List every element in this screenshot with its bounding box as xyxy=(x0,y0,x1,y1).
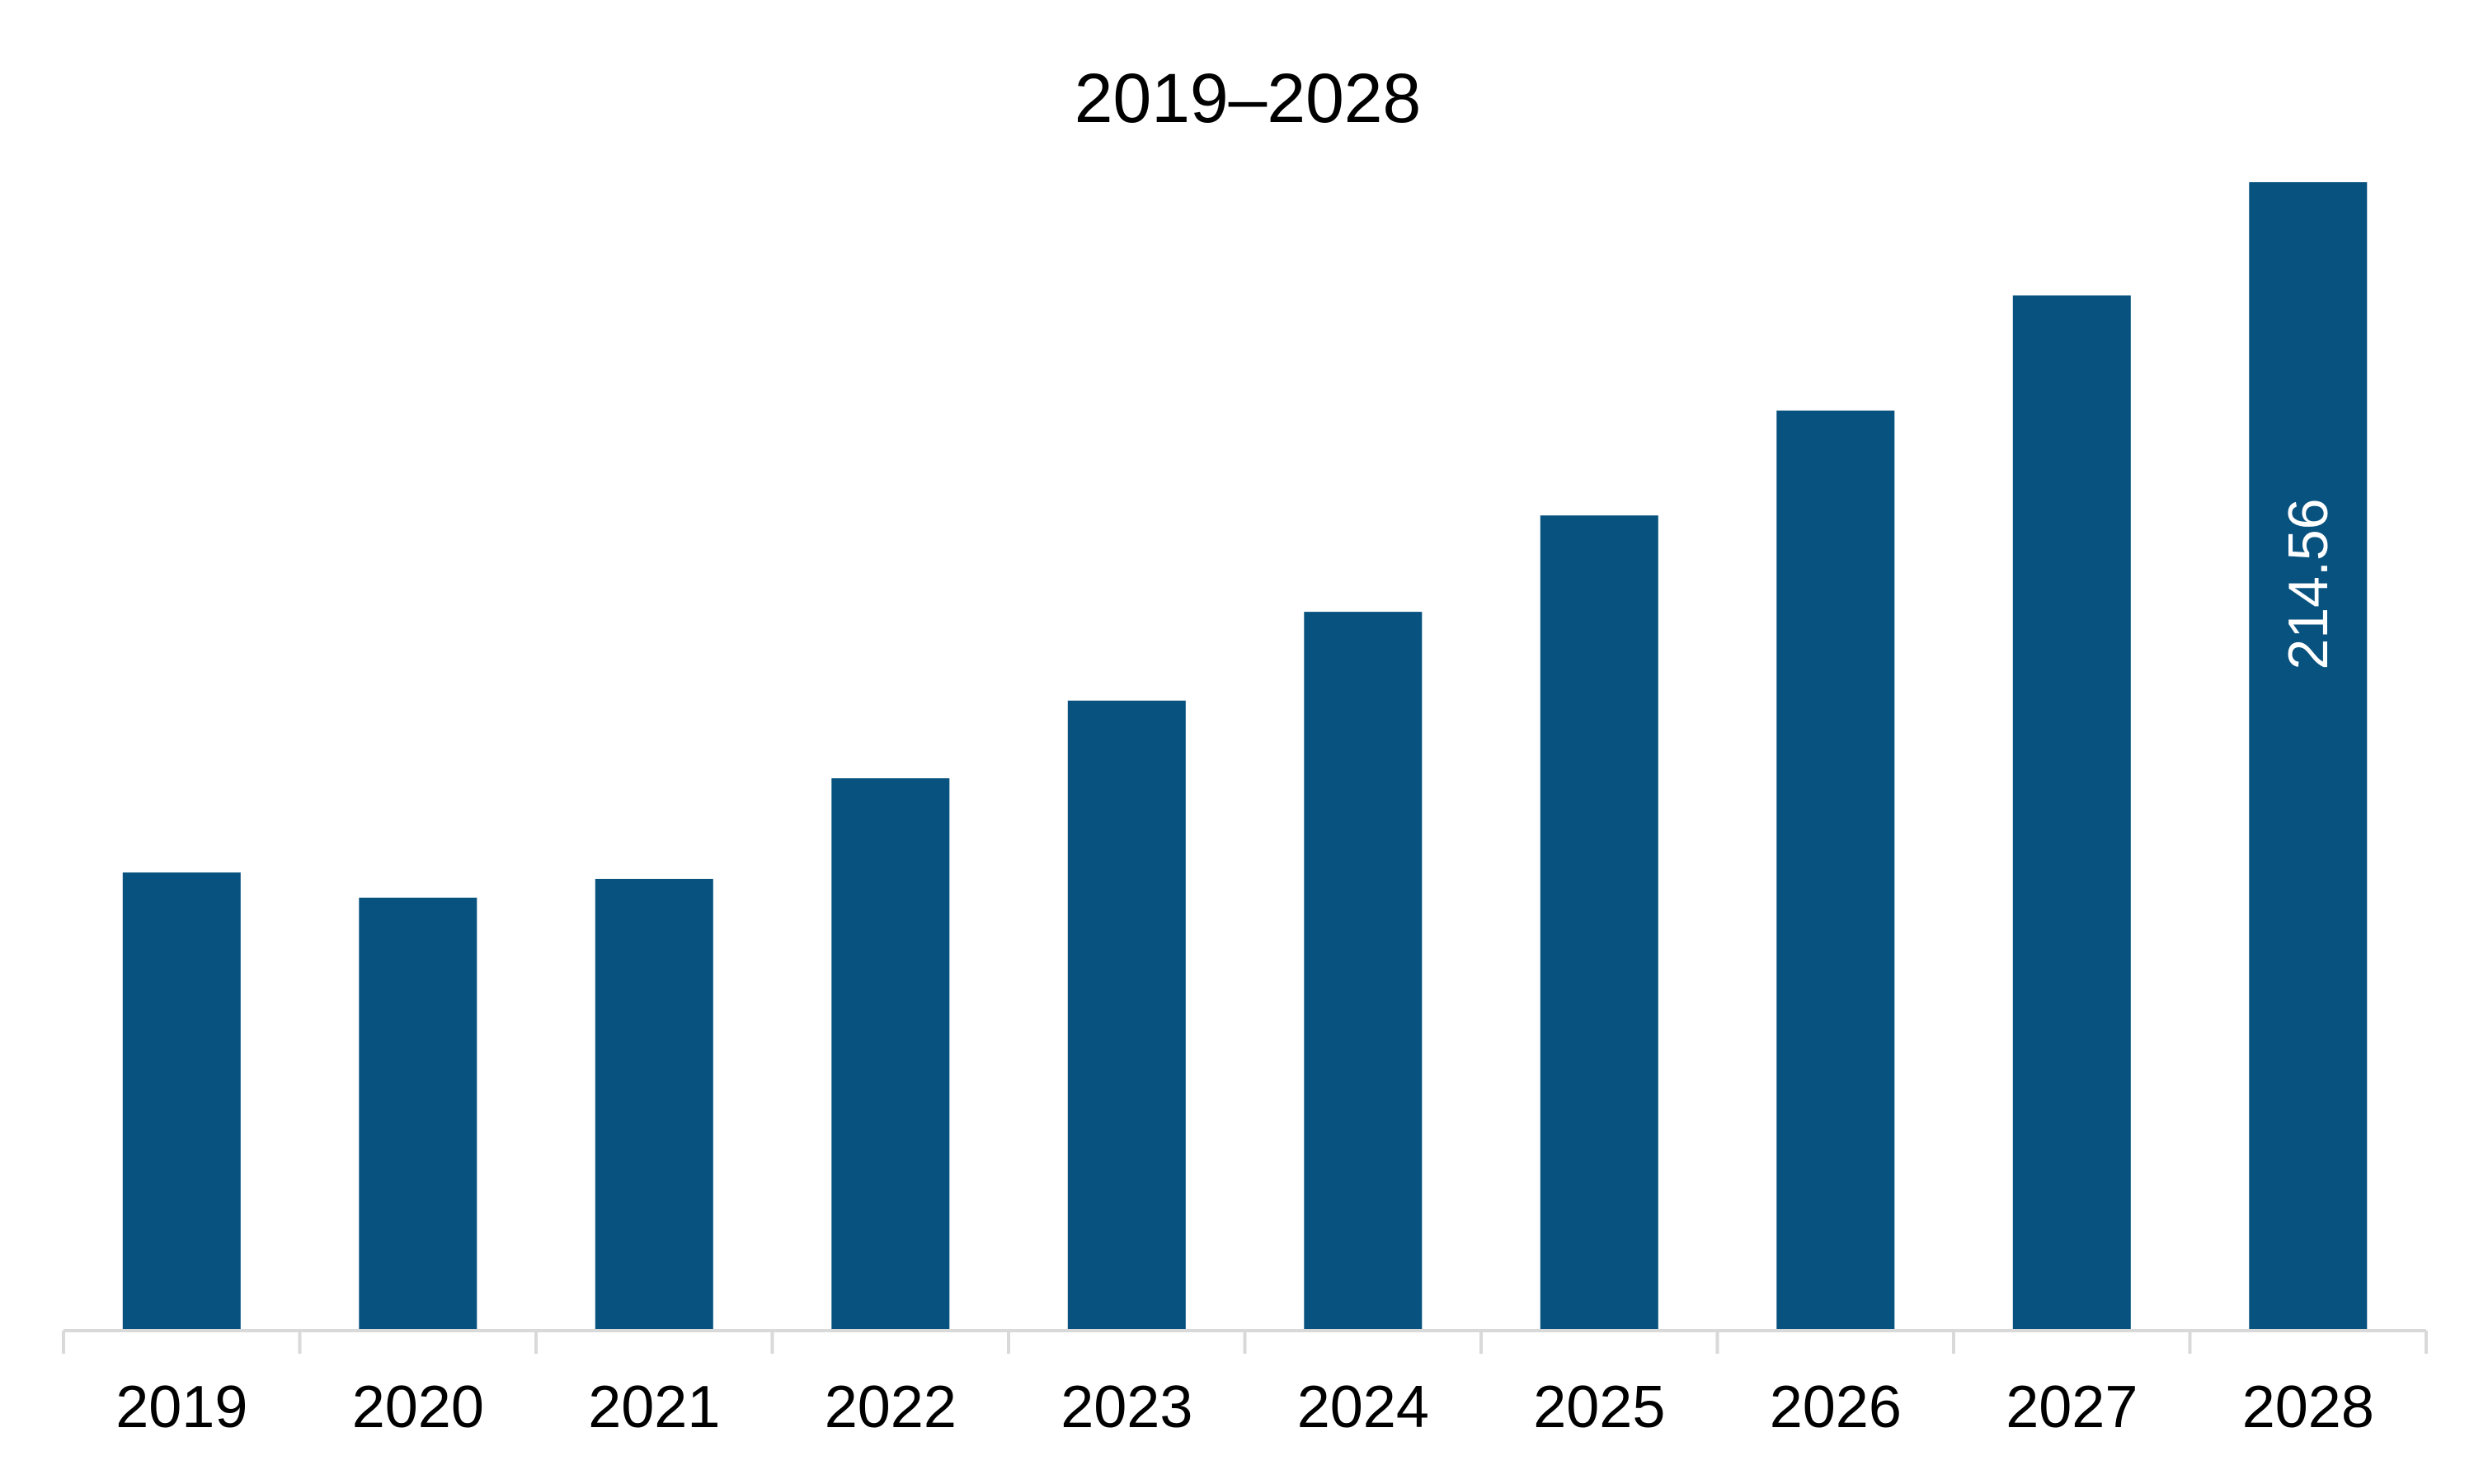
x-tick-label-2027: 2027 xyxy=(2006,1374,2138,1440)
tick-labels: 2019 2020 2021 2022 2023 2024 2025 2026 2027 2028 xyxy=(115,1374,2374,1440)
bars-layer xyxy=(122,182,2368,1331)
bar-2023 xyxy=(1067,700,1186,1331)
x-tick-label-2024: 2024 xyxy=(1297,1374,1429,1440)
x-axis xyxy=(62,1329,2428,1354)
x-tick-label-2023: 2023 xyxy=(1061,1374,1192,1440)
bar-2025 xyxy=(1540,515,1658,1331)
data-label-2028: 214.56 xyxy=(2277,499,2340,670)
bar-2028 xyxy=(2249,182,2368,1331)
bar-2019 xyxy=(122,872,241,1331)
x-tick-label-2021: 2021 xyxy=(588,1374,720,1440)
bar-2020 xyxy=(359,897,477,1331)
chart-title: 2019–2028 xyxy=(1075,59,1421,137)
x-tick-label-2019: 2019 xyxy=(115,1374,247,1440)
x-tick-label-2022: 2022 xyxy=(825,1374,957,1440)
x-tick-label-2025: 2025 xyxy=(1533,1374,1665,1440)
bar-2026 xyxy=(1776,411,1895,1331)
x-tick-label-2028: 2028 xyxy=(2242,1374,2374,1440)
bar-2027 xyxy=(2012,295,2131,1331)
data-labels: 214.56 xyxy=(2277,499,2340,670)
bar-2022 xyxy=(831,778,950,1331)
bar-2024 xyxy=(1304,612,1423,1331)
x-tick-label-2020: 2020 xyxy=(352,1374,484,1440)
x-tick-label-2026: 2026 xyxy=(1770,1374,1902,1440)
bar-2021 xyxy=(595,879,713,1331)
